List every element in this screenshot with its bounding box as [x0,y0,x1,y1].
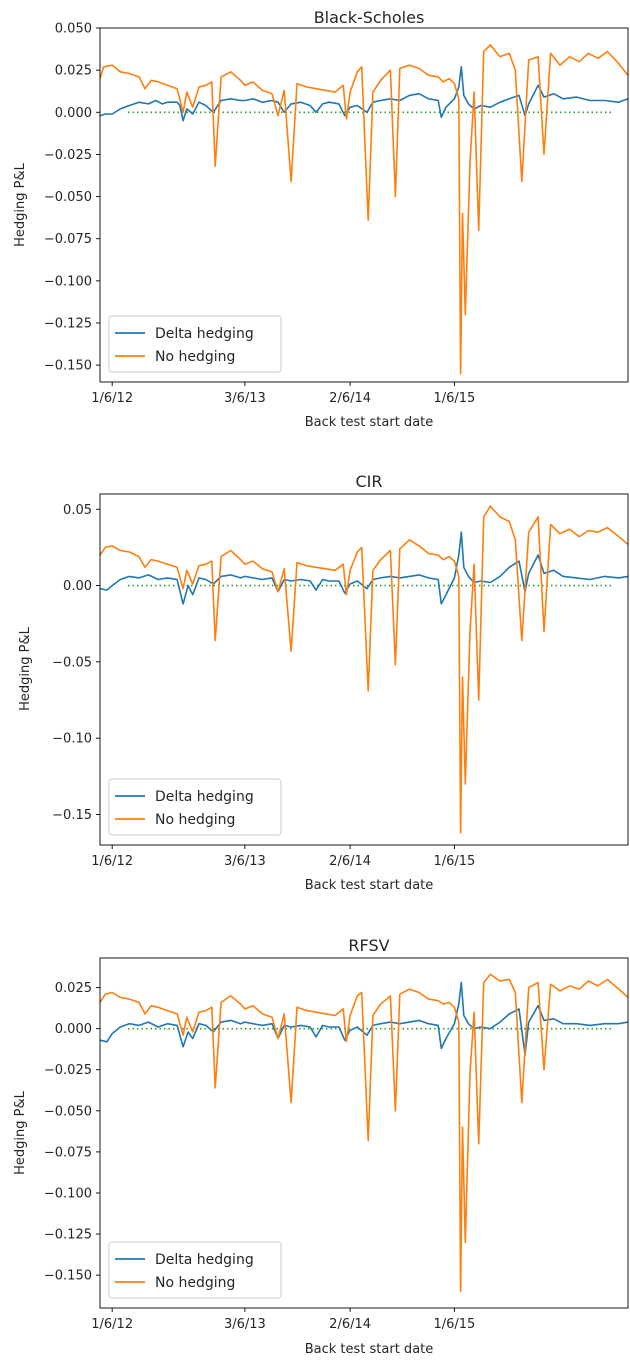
y-tick-label: −0.125 [44,1228,92,1243]
x-tick-label: 1/6/15 [433,854,475,869]
panel-black-scholes: Black-Scholes Hedging P&L Back test star… [13,8,629,430]
x-tick-label: 2/6/14 [329,391,371,406]
y-tick-label: −0.100 [44,274,92,289]
y-tick-label: −0.10 [52,732,92,747]
legend-label: No hedging [155,349,235,365]
x-axis-label: Back test start date [305,1342,434,1357]
legend-label: Delta hedging [155,789,254,805]
x-tick-label: 1/6/12 [91,854,133,869]
series-line-no-hedging [99,44,629,375]
x-tick-label: 1/6/12 [91,1317,133,1332]
chart-title: CIR [355,472,382,491]
y-tick-label: −0.075 [44,1145,92,1160]
series-line-no-hedging [99,505,629,834]
y-tick-label: 0.00 [63,579,92,594]
y-tick-label: −0.15 [52,808,92,823]
chart-title: RFSV [348,936,389,955]
x-tick-label: 2/6/14 [329,854,371,869]
legend-label: No hedging [155,1275,235,1291]
panel-cir: CIR Hedging P&L Back test start date 0.0… [18,472,629,893]
y-tick-label: −0.075 [44,232,92,247]
x-tick-label: 3/6/13 [224,391,266,406]
x-tick-label: 1/6/15 [433,391,475,406]
y-tick-label: −0.050 [44,190,92,205]
y-tick-label: −0.05 [52,655,92,670]
plot-area-frame [99,27,629,383]
y-tick-label: −0.150 [44,359,92,374]
legend-label: No hedging [155,812,235,828]
legend: Delta hedging No hedging [108,315,282,373]
legend: Delta hedging No hedging [108,778,282,836]
y-tick-label: 0.000 [55,1022,92,1037]
y-tick-label: −0.125 [44,317,92,332]
x-tick-label: 2/6/14 [329,1317,371,1332]
legend-box [108,315,282,373]
legend-label: Delta hedging [155,1252,254,1268]
x-tick-label: 1/6/15 [433,1317,475,1332]
x-axis-label: Back test start date [305,878,434,893]
y-tick-label: 0.025 [55,981,92,996]
y-tick-label: −0.025 [44,1063,92,1078]
y-tick-label: −0.100 [44,1186,92,1201]
panel-rfsv: RFSV Hedging P&L Back test start date 0.… [13,936,629,1357]
y-tick-label: −0.050 [44,1104,92,1119]
legend: Delta hedging No hedging [108,1241,282,1299]
y-axis-label: Hedging P&L [13,162,28,246]
y-tick-label: 0.000 [55,106,92,121]
chart-title: Black-Scholes [314,8,425,27]
y-tick-label: −0.150 [44,1269,92,1284]
y-axis-label: Hedging P&L [18,626,33,710]
legend-label: Delta hedging [155,326,254,342]
legend-box [108,1241,282,1299]
x-tick-label: 3/6/13 [224,1317,266,1332]
x-tick-label: 1/6/12 [91,391,133,406]
y-tick-label: 0.05 [63,503,92,518]
legend-box [108,778,282,836]
y-tick-label: −0.025 [44,148,92,163]
x-tick-label: 3/6/13 [224,854,266,869]
plot-area-frame [99,957,629,1309]
series-line-delta-hedging [99,981,629,1056]
series-line-no-hedging [99,973,629,1293]
plot-area-frame [99,493,629,846]
y-axis-label: Hedging P&L [13,1090,28,1174]
y-tick-label: 0.050 [55,22,92,37]
x-axis-label: Back test start date [305,415,434,430]
y-tick-label: 0.025 [55,64,92,79]
